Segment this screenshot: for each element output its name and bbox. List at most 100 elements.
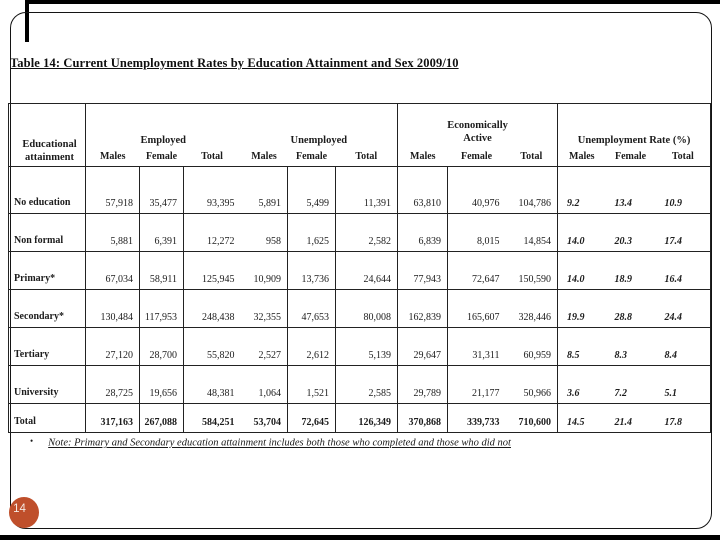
group-header-unemployed: Unemployed <box>290 134 348 146</box>
table-cell: 6,391 <box>139 213 184 252</box>
header-subcolumn-row: Males Female Total Males Female Total Ma… <box>9 147 711 167</box>
table-cell: 14,854 <box>505 213 558 252</box>
table-cell: 29,647 <box>397 327 448 366</box>
table-row: No education 57,918 35,477 93,395 5,891 5,499… <box>8 166 711 214</box>
table-cell: 339,733 <box>447 403 506 433</box>
table-cell: 2,582 <box>335 213 398 252</box>
table-cell: 5,881 <box>85 213 140 252</box>
row-label: Non formal <box>8 213 86 252</box>
table-row: University 28,725 19,656 48,381 1,064 1,521 2,… <box>8 365 711 404</box>
table-cell: 3.6 <box>557 365 606 404</box>
table-cell: 1,064 <box>240 365 288 404</box>
table-cell: 12,272 <box>182 213 241 252</box>
table-title: Table 14: Current Unemployment Rates by … <box>10 56 459 70</box>
table-cell: 32,355 <box>240 289 288 328</box>
col-header-employed-males: Males <box>85 147 140 167</box>
table-cell: 248,438 <box>182 289 241 328</box>
row-label: Total <box>8 403 86 433</box>
table-cell: 40,976 <box>447 166 506 214</box>
table-row: Non formal 5,881 6,391 12,272 958 1,625 2,582 6… <box>8 213 711 252</box>
col-header-unemployed-total: Total <box>335 147 398 167</box>
page-number: 14 <box>13 503 26 515</box>
bottom-border-bar <box>0 535 720 540</box>
table-cell: 63,810 <box>397 166 448 214</box>
table-cell: 7.2 <box>605 365 656 404</box>
table-cell: 5,499 <box>287 166 336 214</box>
table-cell: 80,008 <box>335 289 398 328</box>
table-cell: 8,015 <box>447 213 506 252</box>
group-header-employed: Employed <box>140 134 187 146</box>
table-cell: 328,446 <box>505 289 558 328</box>
table-row: Total 317,163 267,088 584,251 53,704 72,645 12… <box>8 403 711 433</box>
row-label: Primary* <box>8 251 86 290</box>
table-cell: 117,953 <box>139 289 184 328</box>
table-cell: 126,349 <box>335 403 398 433</box>
table-cell: 31,311 <box>447 327 506 366</box>
table-cell: 10.9 <box>655 166 711 214</box>
table-cell: 267,088 <box>139 403 184 433</box>
table-cell: 24,644 <box>335 251 398 290</box>
table-cell: 35,477 <box>139 166 184 214</box>
header-group-row: Educational attainment Employed Unemploy… <box>8 103 711 167</box>
col-header-rate-males: Males <box>557 147 606 167</box>
table-cell: 9.2 <box>557 166 606 214</box>
table-cell: 958 <box>240 213 288 252</box>
table-cell: 2,527 <box>240 327 288 366</box>
table-cell: 584,251 <box>182 403 241 433</box>
table-cell: 21,177 <box>447 365 506 404</box>
table-cell: 1,625 <box>287 213 336 252</box>
table-cell: 58,911 <box>139 251 184 290</box>
col-header-active-males: Males <box>397 147 448 167</box>
table-cell: 72,647 <box>447 251 506 290</box>
col-header-active-female: Female <box>447 147 506 167</box>
row-label: University <box>8 365 86 404</box>
table-cell: 16.4 <box>655 251 711 290</box>
col-header-employed-female: Female <box>139 147 184 167</box>
table-cell: 104,786 <box>505 166 558 214</box>
table-cell: 6,839 <box>397 213 448 252</box>
table-cell: 165,607 <box>447 289 506 328</box>
table-cell: 93,395 <box>182 166 241 214</box>
table-cell: 19.9 <box>557 289 606 328</box>
table-cell: 14.5 <box>557 403 606 433</box>
row-label: Tertiary <box>8 327 86 366</box>
table-cell: 5,891 <box>240 166 288 214</box>
col-header-employed-total: Total <box>183 147 241 167</box>
table-cell: 5,139 <box>335 327 398 366</box>
table-cell: 57,918 <box>85 166 140 214</box>
col-header-rate-female: Female <box>605 147 656 167</box>
table-cell: 8.5 <box>557 327 606 366</box>
table-row: Primary* 67,034 58,911 125,945 10,909 13,736 2… <box>8 251 711 290</box>
row-label: No education <box>8 166 86 214</box>
table-cell: 11,391 <box>335 166 398 214</box>
col-header-educational-attainment: Educational attainment <box>8 103 86 167</box>
footnote: • Note: Primary and Secondary education a… <box>30 436 511 449</box>
bullet-icon: • <box>30 436 34 446</box>
table-cell: 28.8 <box>605 289 656 328</box>
table-cell: 19,656 <box>139 365 184 404</box>
table-cell: 5.1 <box>655 365 711 404</box>
table-cell: 48,381 <box>182 365 241 404</box>
table-cell: 1,521 <box>287 365 336 404</box>
table-cell: 125,945 <box>182 251 241 290</box>
col-header-active-total: Total <box>505 147 558 167</box>
table-cell: 8.4 <box>655 327 711 366</box>
top-border-bar <box>28 0 720 4</box>
col-header-unemployed-males: Males <box>240 147 288 167</box>
table-cell: 28,700 <box>139 327 184 366</box>
table-cell: 72,645 <box>287 403 336 433</box>
table-cell: 17.4 <box>655 213 711 252</box>
table-cell: 28,725 <box>85 365 140 404</box>
table-cell: 13,736 <box>287 251 336 290</box>
table-cell: 18.9 <box>605 251 656 290</box>
table-cell: 8.3 <box>605 327 656 366</box>
table-cell: 370,868 <box>397 403 448 433</box>
table-cell: 47,653 <box>287 289 336 328</box>
group-header-economically-active: Economically Active <box>397 103 558 148</box>
unemployment-table: Educational attainment Employed Unemploy… <box>8 103 712 433</box>
table-body: No education 57,918 35,477 93,395 5,891 5,499… <box>8 166 711 433</box>
table-cell: 14.0 <box>557 251 606 290</box>
table-cell: 150,590 <box>505 251 558 290</box>
table-cell: 2,585 <box>335 365 398 404</box>
